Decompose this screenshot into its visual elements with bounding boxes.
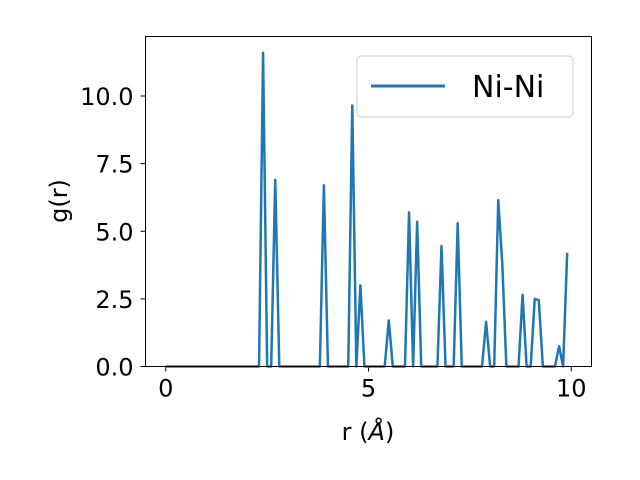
legend: Ni-Ni bbox=[356, 55, 574, 118]
x-tick-label: 10 bbox=[556, 375, 587, 403]
x-axis-label: r (Å) bbox=[342, 417, 395, 446]
legend-box bbox=[356, 55, 574, 118]
y-tick-label: 0.0 bbox=[95, 354, 133, 382]
y-tick-label: 7.5 bbox=[95, 151, 133, 179]
legend-label-ni-ni: Ni-Ni bbox=[472, 70, 544, 105]
plot-frame bbox=[145, 36, 592, 367]
y-tick-label: 2.5 bbox=[95, 286, 133, 314]
ticks-layer: 0 5 10 0.0 2.5 5.0 7.5 10.0 bbox=[80, 83, 586, 402]
x-tick-label: 0 bbox=[158, 375, 173, 403]
y-tick-label: 5.0 bbox=[95, 218, 133, 246]
y-tick-label: 10.0 bbox=[80, 83, 133, 111]
y-axis-label: g(r) bbox=[45, 179, 73, 223]
x-tick-label: 5 bbox=[361, 375, 376, 403]
